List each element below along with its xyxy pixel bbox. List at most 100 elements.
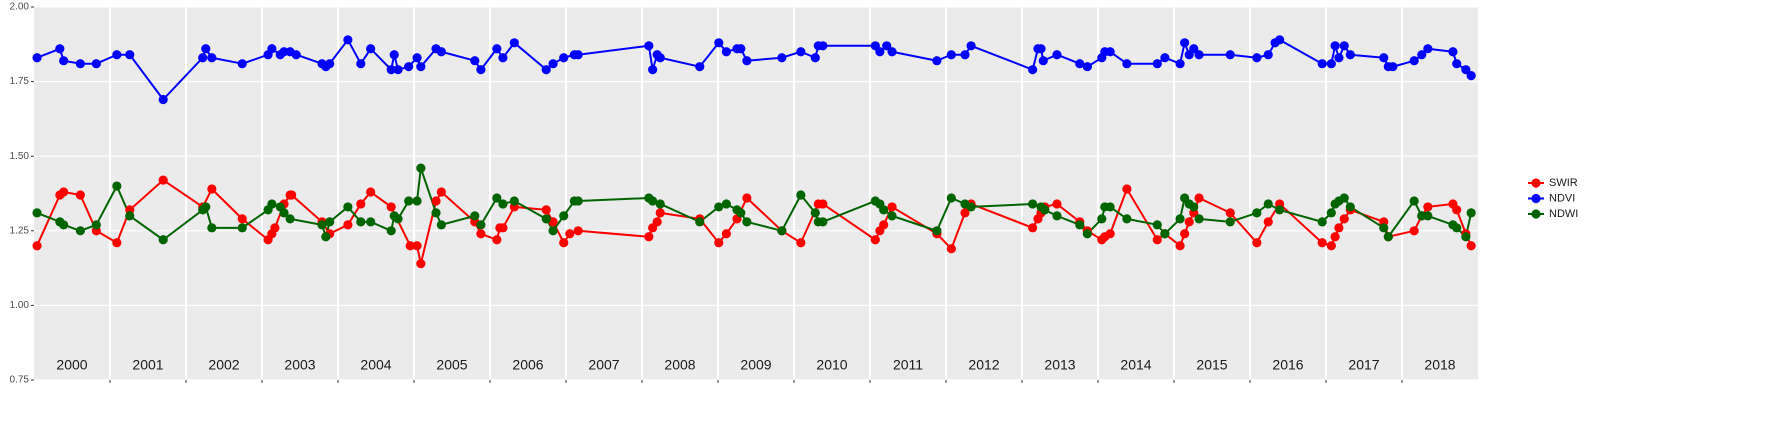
data-point	[818, 199, 828, 209]
data-point	[548, 59, 558, 69]
data-point	[317, 220, 327, 230]
data-point	[1105, 47, 1115, 57]
data-point	[1052, 211, 1062, 221]
data-point	[389, 50, 399, 60]
data-point	[393, 214, 403, 224]
data-point	[648, 196, 658, 206]
data-point	[75, 226, 85, 236]
legend-label: SWIR	[1549, 177, 1578, 189]
data-point	[887, 47, 897, 57]
data-point	[742, 217, 752, 227]
data-point	[492, 44, 502, 54]
data-point	[59, 187, 69, 197]
year-label: 2008	[664, 357, 695, 373]
data-point	[742, 56, 752, 66]
data-point	[112, 181, 122, 191]
data-point	[158, 175, 168, 185]
data-point	[810, 53, 820, 63]
data-point	[1263, 199, 1273, 209]
data-point	[777, 226, 787, 236]
data-point	[325, 217, 335, 227]
data-point	[55, 44, 65, 54]
data-point	[1152, 235, 1162, 245]
data-point	[882, 41, 892, 51]
data-point	[1345, 202, 1355, 212]
data-point	[541, 205, 551, 215]
data-point	[1036, 44, 1046, 54]
data-point	[932, 226, 942, 236]
data-point	[287, 190, 297, 200]
data-point	[1339, 214, 1349, 224]
data-point	[1379, 53, 1389, 63]
data-point	[1189, 44, 1199, 54]
data-point	[573, 50, 583, 60]
data-point	[470, 211, 480, 221]
data-point	[1225, 208, 1235, 218]
data-point	[541, 214, 551, 224]
data-point	[1383, 232, 1393, 242]
data-point	[412, 53, 422, 63]
data-point	[1409, 196, 1419, 206]
data-point	[960, 208, 970, 218]
data-point	[879, 220, 889, 230]
data-point	[237, 214, 247, 224]
data-point	[75, 59, 85, 69]
data-point	[1122, 214, 1132, 224]
data-point	[655, 53, 665, 63]
data-point	[714, 238, 724, 248]
data-point	[870, 235, 880, 245]
data-point	[1160, 229, 1170, 239]
data-point	[207, 184, 217, 194]
data-point	[416, 62, 426, 72]
data-point	[416, 163, 426, 173]
data-point	[1452, 59, 1462, 69]
data-point	[1409, 56, 1419, 66]
data-point	[366, 44, 376, 54]
data-point	[1082, 229, 1092, 239]
year-label: 2007	[588, 357, 619, 373]
data-point	[818, 41, 828, 51]
data-point	[559, 238, 569, 248]
data-point	[279, 208, 289, 218]
data-point	[887, 211, 897, 221]
data-point	[393, 65, 403, 75]
data-point	[291, 50, 301, 60]
data-point	[1379, 223, 1389, 233]
data-point	[1466, 71, 1476, 81]
data-point	[1028, 223, 1038, 233]
data-point	[1466, 241, 1476, 251]
data-point	[237, 59, 247, 69]
data-point	[431, 208, 441, 218]
legend-label: NDWI	[1549, 208, 1578, 220]
data-point	[1252, 238, 1262, 248]
data-point	[207, 223, 217, 233]
data-point	[946, 244, 956, 254]
y-tick-label: 1.25	[10, 225, 30, 236]
data-point	[1275, 205, 1285, 215]
data-point	[476, 220, 486, 230]
data-point	[796, 190, 806, 200]
data-point	[285, 214, 295, 224]
data-point	[356, 199, 366, 209]
data-point	[498, 53, 508, 63]
data-point	[1040, 205, 1050, 215]
data-point	[541, 65, 551, 75]
data-point	[405, 241, 415, 251]
year-label: 2010	[816, 357, 847, 373]
data-point	[492, 235, 502, 245]
data-point	[1339, 41, 1349, 51]
data-point	[1105, 229, 1115, 239]
data-point	[59, 56, 69, 66]
year-label: 2013	[1044, 357, 1075, 373]
data-point	[198, 53, 208, 63]
data-point	[1334, 53, 1344, 63]
data-point	[1189, 202, 1199, 212]
data-point	[1461, 65, 1471, 75]
data-point	[714, 38, 724, 48]
data-point	[695, 62, 705, 72]
data-point	[1225, 217, 1235, 227]
data-point	[1122, 59, 1132, 69]
data-point	[1082, 62, 1092, 72]
data-point	[1180, 229, 1190, 239]
